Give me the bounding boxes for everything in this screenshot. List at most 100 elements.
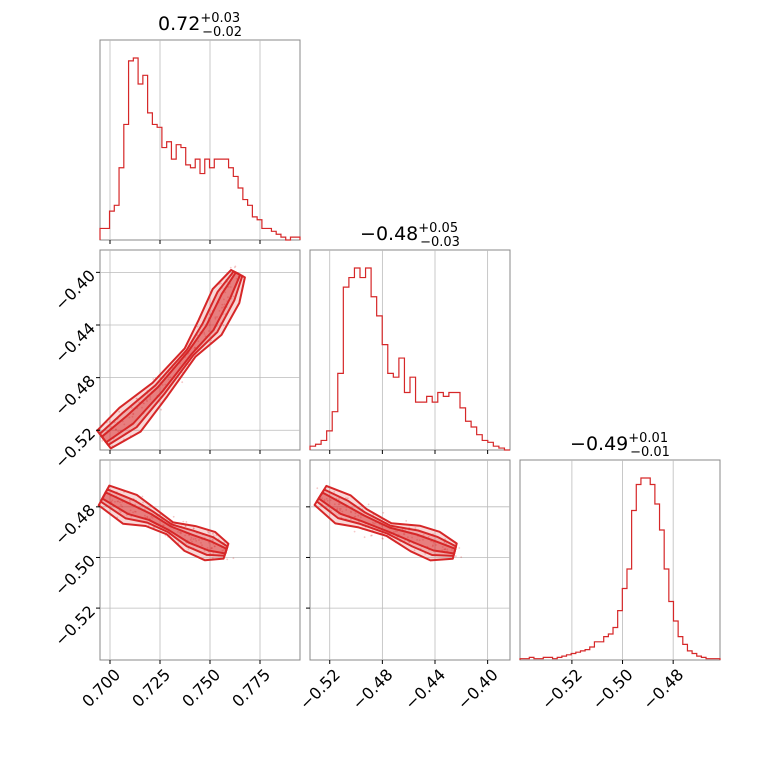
sample-point bbox=[121, 420, 124, 423]
sample-point bbox=[414, 527, 417, 529]
sample-point bbox=[216, 316, 218, 318]
sample-point bbox=[338, 507, 341, 510]
sample-point bbox=[131, 415, 134, 418]
sample-point bbox=[146, 400, 149, 403]
sample-point bbox=[357, 514, 360, 517]
x-tick-label: 0.725 bbox=[128, 665, 174, 711]
sample-point bbox=[207, 531, 210, 534]
sample-point bbox=[128, 416, 131, 419]
sample-point bbox=[446, 548, 449, 551]
sample-point bbox=[152, 378, 155, 380]
sample-point bbox=[222, 324, 225, 327]
y-tick-label: −0.48 bbox=[51, 371, 99, 419]
sample-point bbox=[108, 420, 111, 423]
sample-point bbox=[367, 503, 370, 506]
sample-point bbox=[460, 556, 463, 559]
sample-point bbox=[192, 527, 195, 529]
sample-point bbox=[212, 532, 214, 535]
sample-point bbox=[418, 539, 421, 542]
x-tick-label: −0.40 bbox=[454, 665, 502, 713]
sample-point bbox=[207, 530, 209, 533]
contour-middle bbox=[315, 488, 457, 557]
sample-point bbox=[194, 537, 197, 540]
sample-point bbox=[203, 331, 206, 334]
x-tick-label: −0.52 bbox=[538, 665, 586, 713]
sample-point bbox=[179, 532, 182, 535]
sample-point bbox=[150, 515, 153, 518]
panel-hist-2: −0.49+0.01 −0.01 bbox=[519, 431, 721, 661]
sample-point bbox=[208, 324, 211, 326]
sample-point bbox=[197, 340, 200, 343]
sample-point bbox=[130, 407, 133, 409]
sample-point bbox=[316, 487, 319, 490]
sample-point bbox=[226, 558, 229, 561]
sample-point bbox=[370, 534, 372, 537]
sample-point bbox=[134, 510, 136, 513]
sample-point bbox=[323, 498, 326, 501]
sample-point bbox=[172, 515, 175, 518]
sample-point bbox=[444, 548, 446, 551]
title-param-0: 0.72+0.03 −0.02 bbox=[158, 11, 242, 40]
sample-point bbox=[214, 316, 217, 319]
sample-point bbox=[134, 510, 137, 513]
x-tick-label: −0.52 bbox=[296, 665, 344, 713]
sample-point bbox=[441, 546, 444, 548]
sample-point bbox=[444, 548, 447, 551]
sample-point bbox=[396, 530, 398, 533]
sample-point bbox=[161, 384, 164, 386]
sample-point bbox=[115, 428, 117, 431]
x-tick-label: 0.700 bbox=[78, 665, 124, 711]
sample-point bbox=[203, 549, 206, 552]
sample-point bbox=[152, 526, 155, 529]
histogram-step-1 bbox=[309, 267, 510, 451]
sample-point bbox=[192, 527, 195, 530]
sample-point bbox=[422, 538, 424, 541]
sample-point bbox=[207, 330, 210, 332]
x-tick-label: −0.50 bbox=[589, 665, 637, 713]
sample-point bbox=[235, 277, 238, 280]
sample-point bbox=[338, 503, 341, 505]
sample-point bbox=[336, 507, 339, 510]
sample-point bbox=[195, 540, 198, 542]
sample-point bbox=[210, 547, 213, 550]
sample-point bbox=[209, 313, 211, 316]
contour-inner bbox=[101, 491, 228, 555]
y-tick-label: −0.40 bbox=[51, 266, 99, 314]
sample-point bbox=[118, 410, 121, 413]
sample-point bbox=[329, 499, 332, 501]
sample-point bbox=[194, 346, 197, 349]
sample-point bbox=[422, 534, 425, 536]
panel-joint-0-2 bbox=[97, 459, 301, 661]
sample-point bbox=[147, 524, 150, 527]
sample-point bbox=[167, 378, 170, 381]
title-param-2: −0.49+0.01 −0.01 bbox=[570, 431, 670, 460]
sample-point bbox=[431, 545, 434, 548]
sample-point bbox=[346, 497, 349, 500]
sample-point bbox=[229, 286, 232, 288]
sample-point bbox=[427, 535, 430, 538]
sample-point bbox=[149, 396, 152, 398]
sample-point bbox=[208, 541, 210, 544]
sample-point bbox=[411, 536, 413, 539]
sample-point bbox=[210, 546, 213, 549]
sample-point bbox=[198, 539, 200, 541]
sample-point bbox=[220, 282, 222, 285]
sample-point bbox=[382, 511, 385, 514]
sample-point bbox=[350, 511, 352, 514]
y-tick-label: −0.48 bbox=[51, 500, 99, 548]
sample-point bbox=[196, 325, 199, 328]
sample-point bbox=[169, 376, 172, 379]
sample-point bbox=[372, 521, 374, 524]
sample-point bbox=[416, 539, 418, 541]
sample-point bbox=[116, 500, 119, 503]
sample-point bbox=[192, 538, 195, 541]
sample-point bbox=[143, 402, 145, 405]
sample-point bbox=[203, 333, 206, 335]
sample-point bbox=[424, 552, 427, 555]
sample-point bbox=[333, 503, 336, 506]
sample-point bbox=[214, 317, 217, 320]
y-tick-label: −0.52 bbox=[51, 424, 99, 472]
sample-point bbox=[115, 428, 117, 431]
sample-point bbox=[330, 509, 332, 512]
sample-point bbox=[145, 399, 148, 401]
